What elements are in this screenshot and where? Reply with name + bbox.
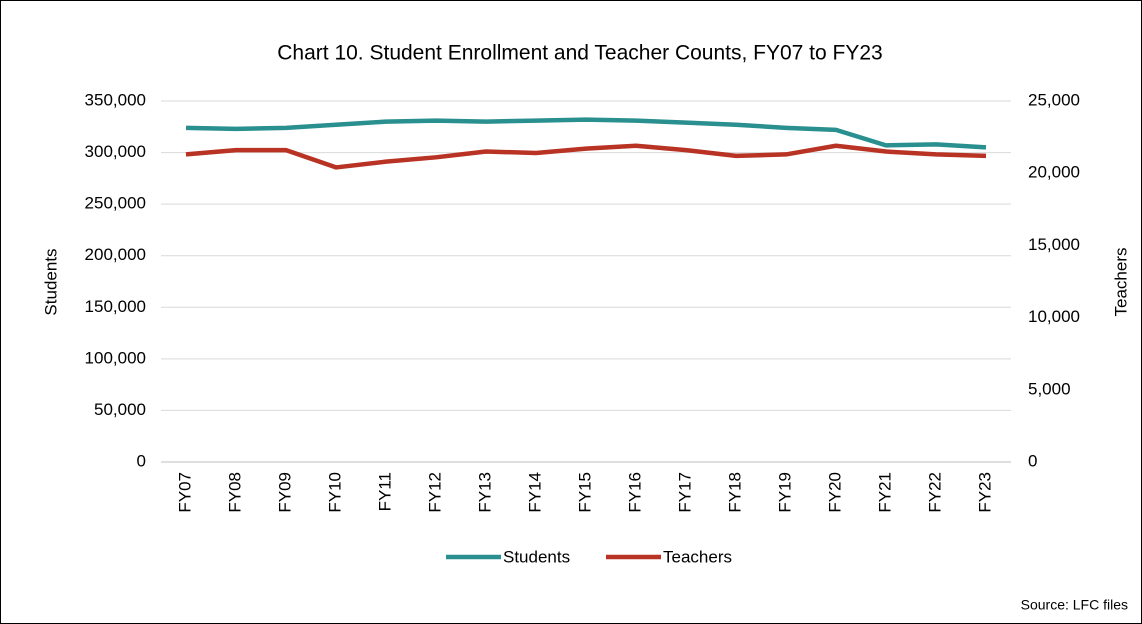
y2-axis-label: Teachers [1111,248,1130,317]
x-tick-label: FY12 [425,472,444,513]
x-tick-label: FY17 [675,472,694,513]
source-note: Source: LFC files [1021,597,1128,613]
y-tick-label: 300,000 [85,142,146,161]
y2-tick-label: 10,000 [1028,307,1080,326]
x-tick-label: FY16 [625,472,644,513]
x-tick-label: FY09 [275,472,294,513]
y-tick-label: 0 [137,451,146,470]
x-tick-label: FY08 [225,472,244,513]
x-tick-label: FY14 [525,472,544,513]
y2-tick-label: 15,000 [1028,235,1080,254]
y-tick-label: 100,000 [85,348,146,367]
y-tick-label: 200,000 [85,245,146,264]
y-axis-label: Students [41,248,60,315]
series-line [185,117,987,150]
x-tick-label: FY11 [375,472,394,511]
y2-tick-label: 5,000 [1028,379,1071,398]
x-tick-label: FY20 [825,472,844,513]
x-tick-label: FY07 [175,472,194,513]
x-tick-label: FY21 [875,472,894,513]
chart-title: Chart 10. Student Enrollment and Teacher… [277,42,882,65]
x-tick-label: FY18 [725,472,744,513]
y-tick-label: 350,000 [85,90,146,109]
legend-label: Students [503,547,570,566]
y-tick-label: 150,000 [85,297,146,316]
x-tick-label: FY19 [775,472,794,513]
x-tick-label: FY22 [925,472,944,513]
x-tick-label: FY13 [475,472,494,513]
y2-tick-label: 20,000 [1028,163,1080,182]
x-tick-label: FY15 [575,472,594,513]
y-tick-label: 250,000 [85,194,146,213]
y-tick-label: 50,000 [94,400,146,419]
legend-label: Teachers [663,547,732,566]
x-tick-label: FY10 [325,472,344,513]
series-line [185,143,987,170]
y2-tick-label: 0 [1028,451,1037,470]
y2-tick-label: 25,000 [1028,90,1080,109]
x-tick-label: FY23 [975,472,994,513]
